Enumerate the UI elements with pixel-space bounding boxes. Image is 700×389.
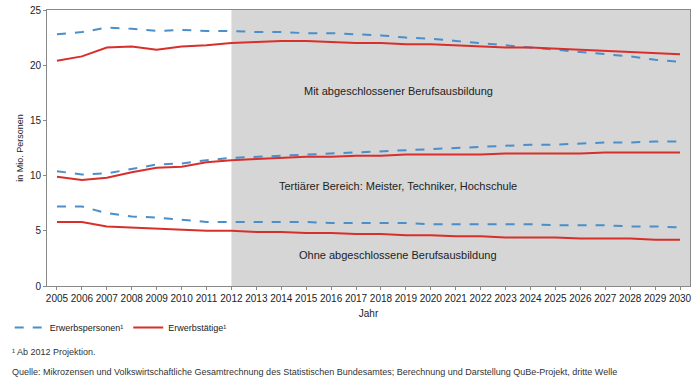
svg-text:2018: 2018 xyxy=(370,293,393,304)
svg-text:15: 15 xyxy=(30,115,42,126)
svg-text:Erwerbstätige¹: Erwerbstätige¹ xyxy=(168,323,226,333)
svg-text:Quelle: Mikrozensen und Volksw: Quelle: Mikrozensen und Volkswirtschaftl… xyxy=(12,367,617,377)
svg-text:20: 20 xyxy=(30,60,42,71)
svg-text:2006: 2006 xyxy=(71,293,94,304)
svg-text:2007: 2007 xyxy=(96,293,119,304)
svg-text:2020: 2020 xyxy=(420,293,443,304)
svg-text:2014: 2014 xyxy=(270,293,293,304)
svg-text:2028: 2028 xyxy=(619,293,642,304)
svg-text:Tertiärer Bereich: Meister, Te: Tertiärer Bereich: Meister, Techniker, H… xyxy=(279,180,517,192)
svg-text:2009: 2009 xyxy=(146,293,169,304)
svg-text:Ohne abgeschlossene Berufsausb: Ohne abgeschlossene Berufsausbildung xyxy=(299,249,497,261)
svg-text:in Mio. Personen: in Mio. Personen xyxy=(15,114,25,182)
svg-text:2012: 2012 xyxy=(220,293,243,304)
svg-text:2030: 2030 xyxy=(669,293,692,304)
svg-text:2010: 2010 xyxy=(170,293,193,304)
svg-text:25: 25 xyxy=(30,5,42,16)
svg-text:2017: 2017 xyxy=(345,293,368,304)
svg-text:Erwerbspersonen¹: Erwerbspersonen¹ xyxy=(50,323,124,333)
svg-text:2026: 2026 xyxy=(569,293,592,304)
svg-text:Jahr: Jahr xyxy=(359,308,379,319)
svg-text:2015: 2015 xyxy=(295,293,318,304)
svg-text:2022: 2022 xyxy=(470,293,493,304)
svg-text:¹ Ab 2012 Projektion.: ¹ Ab 2012 Projektion. xyxy=(12,347,96,357)
svg-text:2005: 2005 xyxy=(46,293,69,304)
svg-text:Mit abgeschlossener Berufsausb: Mit abgeschlossener Berufsausbildung xyxy=(304,85,493,97)
svg-text:0: 0 xyxy=(35,281,41,292)
svg-text:2029: 2029 xyxy=(644,293,667,304)
svg-text:2024: 2024 xyxy=(519,293,542,304)
svg-text:2025: 2025 xyxy=(544,293,567,304)
svg-text:5: 5 xyxy=(35,225,41,236)
svg-text:2019: 2019 xyxy=(395,293,418,304)
svg-text:2008: 2008 xyxy=(121,293,144,304)
svg-text:2027: 2027 xyxy=(594,293,617,304)
svg-text:2021: 2021 xyxy=(445,293,468,304)
svg-text:2011: 2011 xyxy=(196,293,218,304)
svg-text:2016: 2016 xyxy=(320,293,343,304)
svg-text:10: 10 xyxy=(30,170,42,181)
svg-text:2023: 2023 xyxy=(494,293,517,304)
svg-text:2013: 2013 xyxy=(245,293,268,304)
